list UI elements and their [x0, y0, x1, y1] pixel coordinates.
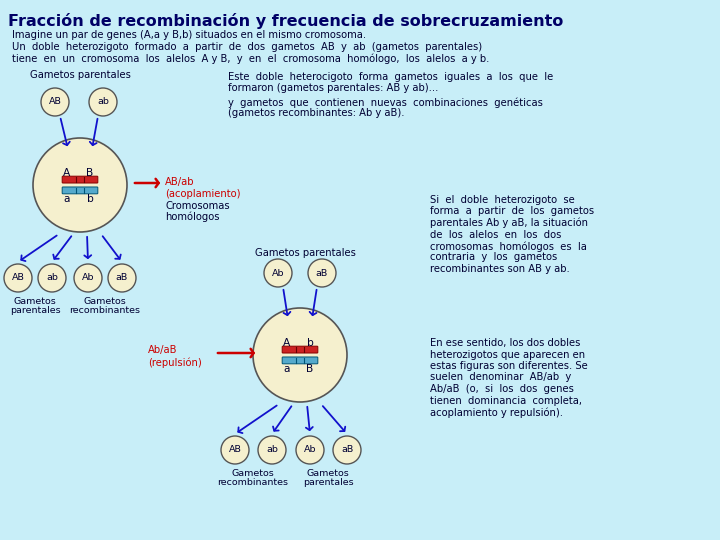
Text: suelen  denominar  AB/ab  y: suelen denominar AB/ab y: [430, 373, 571, 382]
Text: Gametos parentales: Gametos parentales: [30, 70, 131, 80]
Text: aB: aB: [316, 268, 328, 278]
Circle shape: [38, 264, 66, 292]
Circle shape: [264, 259, 292, 287]
Text: acoplamiento y repulsión).: acoplamiento y repulsión).: [430, 407, 563, 417]
Circle shape: [74, 264, 102, 292]
Text: Ab/aB: Ab/aB: [148, 345, 178, 355]
Text: y  gametos  que  contienen  nuevas  combinaciones  genéticas: y gametos que contienen nuevas combinaci…: [228, 97, 543, 107]
Text: heterozigotos que aparecen en: heterozigotos que aparecen en: [430, 349, 585, 360]
Text: ab: ab: [266, 446, 278, 455]
Text: ab: ab: [97, 98, 109, 106]
Circle shape: [41, 88, 69, 116]
Text: B: B: [307, 364, 314, 374]
Text: b: b: [307, 338, 313, 348]
Text: A: A: [284, 338, 291, 348]
Text: tienen  dominancia  completa,: tienen dominancia completa,: [430, 395, 582, 406]
Text: aB: aB: [116, 273, 128, 282]
Text: Gametos: Gametos: [307, 469, 349, 478]
FancyBboxPatch shape: [62, 176, 98, 183]
Circle shape: [253, 308, 347, 402]
Text: tiene  en  un  cromosoma  los  alelos  A y B,  y  en  el  cromosoma  homólogo,  : tiene en un cromosoma los alelos A y B, …: [12, 54, 490, 64]
Text: Cromosomas: Cromosomas: [165, 201, 230, 211]
FancyBboxPatch shape: [282, 346, 318, 353]
Text: Gametos: Gametos: [232, 469, 274, 478]
Circle shape: [308, 259, 336, 287]
Text: Si  el  doble  heterozigoto  se: Si el doble heterozigoto se: [430, 195, 575, 205]
Text: Gametos: Gametos: [84, 297, 127, 306]
Text: AB: AB: [228, 446, 241, 455]
Text: Fracción de recombinación y frecuencia de sobrecruzamiento: Fracción de recombinación y frecuencia d…: [8, 13, 563, 29]
FancyBboxPatch shape: [282, 357, 318, 364]
Text: parentales Ab y aB, la situación: parentales Ab y aB, la situación: [430, 218, 588, 228]
Text: aB: aB: [341, 446, 353, 455]
Text: Ab: Ab: [82, 273, 94, 282]
Circle shape: [33, 138, 127, 232]
Text: formaron (gametos parentales: AB y ab)...: formaron (gametos parentales: AB y ab)..…: [228, 83, 438, 93]
Text: Ab: Ab: [304, 446, 316, 455]
Text: contraria  y  los  gametos: contraria y los gametos: [430, 253, 557, 262]
Text: parentales: parentales: [9, 306, 60, 315]
Text: B: B: [86, 168, 94, 178]
Text: a: a: [284, 364, 290, 374]
Text: A: A: [63, 168, 71, 178]
Text: AB: AB: [12, 273, 24, 282]
Circle shape: [258, 436, 286, 464]
Text: a: a: [64, 194, 71, 204]
Circle shape: [221, 436, 249, 464]
Text: Este  doble  heterocigoto  forma  gametos  iguales  a  los  que  le: Este doble heterocigoto forma gametos ig…: [228, 72, 553, 82]
Text: recombinantes: recombinantes: [217, 478, 289, 487]
Text: recombinantes: recombinantes: [70, 306, 140, 315]
Text: Ab: Ab: [271, 268, 284, 278]
Text: (repulsión): (repulsión): [148, 357, 202, 368]
Text: de  los  alelos  en  los  dos: de los alelos en los dos: [430, 230, 562, 240]
Text: estas figuras son diferentes. Se: estas figuras son diferentes. Se: [430, 361, 588, 371]
Circle shape: [89, 88, 117, 116]
Text: (gametos recombinantes: Ab y aB).: (gametos recombinantes: Ab y aB).: [228, 108, 405, 118]
Circle shape: [333, 436, 361, 464]
Text: ab: ab: [46, 273, 58, 282]
Text: homólogos: homólogos: [165, 212, 220, 222]
Text: Imagine un par de genes (A,a y B,b) situados en el mismo cromosoma.: Imagine un par de genes (A,a y B,b) situ…: [12, 30, 366, 40]
Text: (acoplamiento): (acoplamiento): [165, 189, 240, 199]
Text: Ab/aB  (o,  si  los  dos  genes: Ab/aB (o, si los dos genes: [430, 384, 574, 394]
FancyBboxPatch shape: [62, 187, 98, 194]
Text: parentales: parentales: [302, 478, 354, 487]
Text: cromosomas  homólogos  es  la: cromosomas homólogos es la: [430, 241, 587, 252]
Text: recombinantes son AB y ab.: recombinantes son AB y ab.: [430, 264, 570, 274]
Circle shape: [296, 436, 324, 464]
Text: AB/ab: AB/ab: [165, 177, 194, 187]
Text: forma  a  partir  de  los  gametos: forma a partir de los gametos: [430, 206, 594, 217]
Text: AB: AB: [48, 98, 61, 106]
Circle shape: [108, 264, 136, 292]
Text: Gametos parentales: Gametos parentales: [255, 248, 356, 258]
Text: En ese sentido, los dos dobles: En ese sentido, los dos dobles: [430, 338, 580, 348]
Text: Gametos: Gametos: [14, 297, 56, 306]
Text: Un  doble  heterozigoto  formado  a  partir  de  dos  gametos  AB  y  ab  (gamet: Un doble heterozigoto formado a partir d…: [12, 42, 482, 52]
Text: b: b: [86, 194, 94, 204]
Circle shape: [4, 264, 32, 292]
